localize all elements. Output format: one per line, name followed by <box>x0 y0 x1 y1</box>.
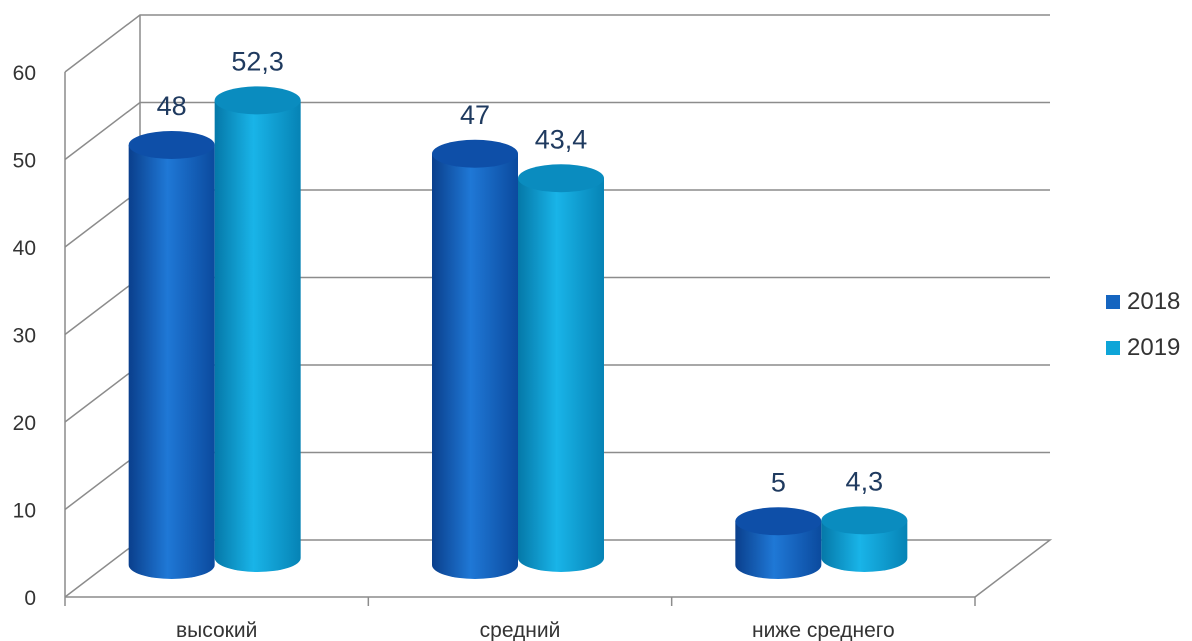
x-category-label: средний <box>480 619 561 641</box>
data-label-2019: 52,3 <box>231 46 284 76</box>
legend-label-2018: 2018 <box>1127 288 1181 315</box>
bar-2018-top <box>128 131 215 159</box>
legend-item-2018: 2018 <box>1106 286 1180 318</box>
legend-item-2019: 2019 <box>1106 332 1180 364</box>
bars <box>128 86 908 579</box>
bar-2018-top <box>735 507 822 536</box>
legend-swatch-2018 <box>1106 295 1120 309</box>
y-tick-label: 10 <box>13 500 36 523</box>
legend-label-2019: 2019 <box>1127 334 1181 361</box>
gridline <box>64 14 1050 73</box>
bar-2019-body <box>214 100 301 572</box>
bar-2018-body <box>735 521 822 579</box>
data-labels: 48 52,3 47 43,4 5 4,3 <box>157 46 883 497</box>
data-label-2018: 47 <box>460 100 490 130</box>
data-label-2019: 43,4 <box>535 124 588 154</box>
y-tick-label: 60 <box>13 62 36 85</box>
y-tick-label: 50 <box>13 150 36 173</box>
legend: 2018 2019 <box>1106 286 1180 378</box>
y-tick-label: 30 <box>13 325 36 348</box>
axes: 0 10 20 30 40 50 60 высокий средний ниже среднего <box>13 62 976 641</box>
x-category-label: ниже среднего <box>752 619 895 641</box>
legend-swatch-2019 <box>1106 341 1120 355</box>
bar-2019-body <box>518 178 604 572</box>
y-tick-label: 40 <box>13 237 36 260</box>
bar-2018-body <box>128 145 215 579</box>
y-tick-label: 0 <box>24 587 36 610</box>
bar-2018-top <box>432 139 518 168</box>
data-label-2019: 4,3 <box>846 466 884 496</box>
x-category-label: высокий <box>176 619 257 641</box>
bar-2018-body <box>432 153 518 579</box>
data-label-2018: 5 <box>771 467 786 497</box>
bar-2019-top <box>214 86 301 115</box>
bar-2019-top <box>518 164 604 193</box>
y-tick-label: 20 <box>13 412 36 435</box>
bar-2019-top <box>821 506 908 535</box>
bar-2019-body <box>821 520 908 572</box>
data-label-2018: 48 <box>157 91 187 121</box>
